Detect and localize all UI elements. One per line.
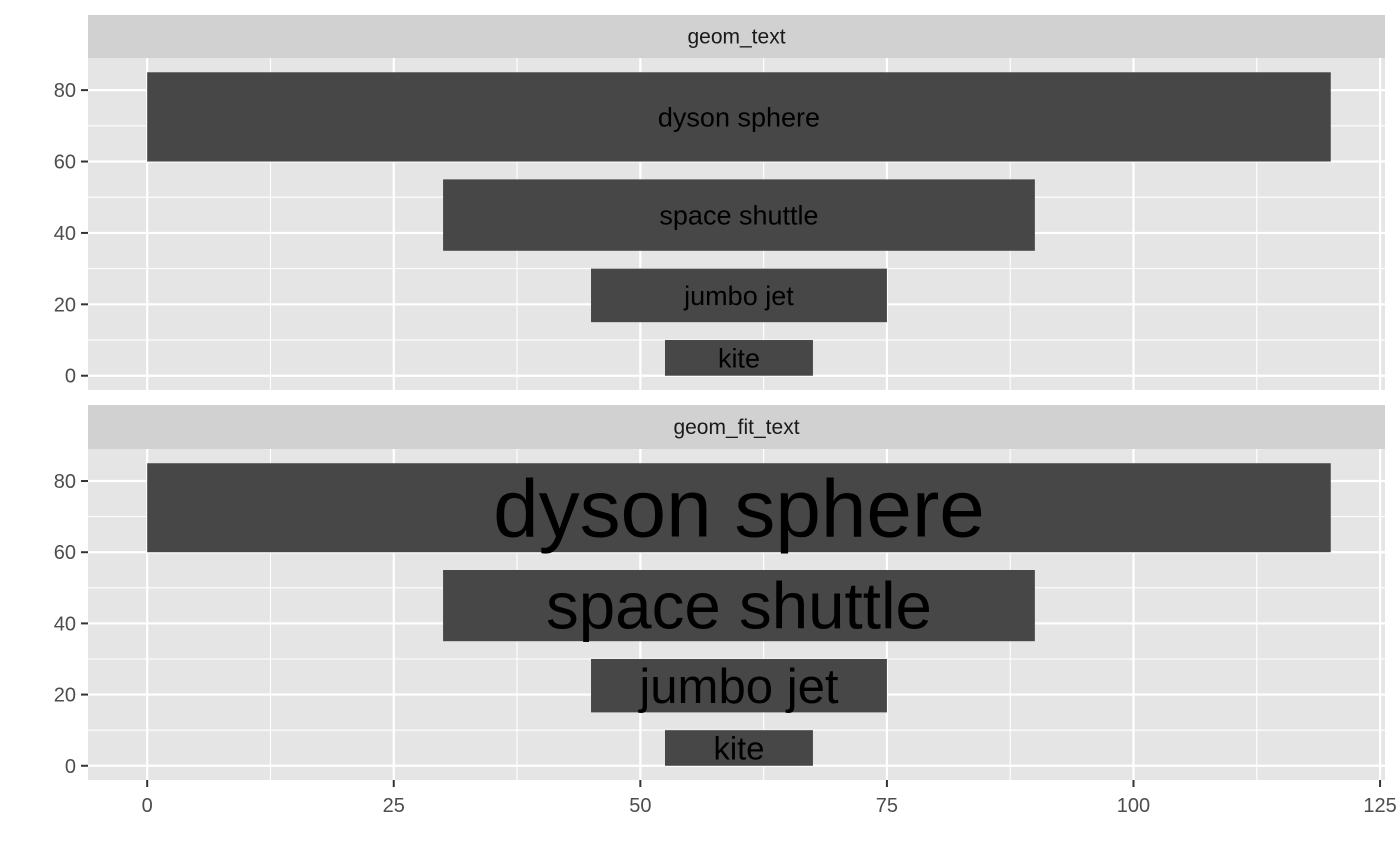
y-tick-label: 40	[54, 223, 76, 245]
bar-label-space-shuttle: space shuttle	[659, 201, 818, 231]
bar-label-dyson-sphere: dyson sphere	[658, 102, 820, 132]
bar-label-dyson-sphere: dyson sphere	[493, 463, 985, 554]
bar-space-shuttle	[443, 570, 1035, 642]
x-tick-label: 75	[876, 795, 898, 817]
y-tick-label: 40	[54, 613, 76, 635]
x-tick-label: 25	[383, 795, 405, 817]
x-tick-label: 125	[1363, 795, 1396, 817]
bar-dyson-sphere	[147, 463, 1331, 553]
bar-kite	[664, 340, 813, 376]
bar-label-kite: kite	[714, 729, 765, 766]
y-tick-label: 60	[54, 542, 76, 564]
bar-kite	[664, 730, 813, 766]
y-tick-label: 20	[54, 685, 76, 707]
x-tick-label: 100	[1117, 795, 1150, 817]
y-tick-label: 60	[54, 152, 76, 174]
facet-strip-label: geom_fit_text	[673, 416, 799, 439]
facet-strip-label: geom_text	[687, 26, 785, 49]
bar-jumbo-jet	[591, 268, 887, 323]
x-tick-label: 0	[142, 795, 153, 817]
bar-dyson-sphere	[147, 72, 1331, 162]
y-tick-label: 0	[65, 366, 76, 388]
bar-space-shuttle	[443, 179, 1035, 251]
y-tick-label: 20	[54, 294, 76, 316]
facet-strip	[88, 15, 1385, 58]
bar-label-jumbo-jet: jumbo jet	[637, 660, 839, 714]
bar-jumbo-jet	[591, 658, 887, 713]
y-tick-label: 80	[54, 471, 76, 493]
bar-label-space-shuttle: space shuttle	[546, 570, 932, 643]
y-tick-label: 80	[54, 80, 76, 102]
facet-strip	[88, 405, 1385, 449]
y-tick-label: 0	[65, 756, 76, 778]
bar-label-jumbo-jet: jumbo jet	[683, 281, 794, 311]
x-tick-label: 50	[629, 795, 651, 817]
bar-label-kite: kite	[718, 343, 760, 373]
